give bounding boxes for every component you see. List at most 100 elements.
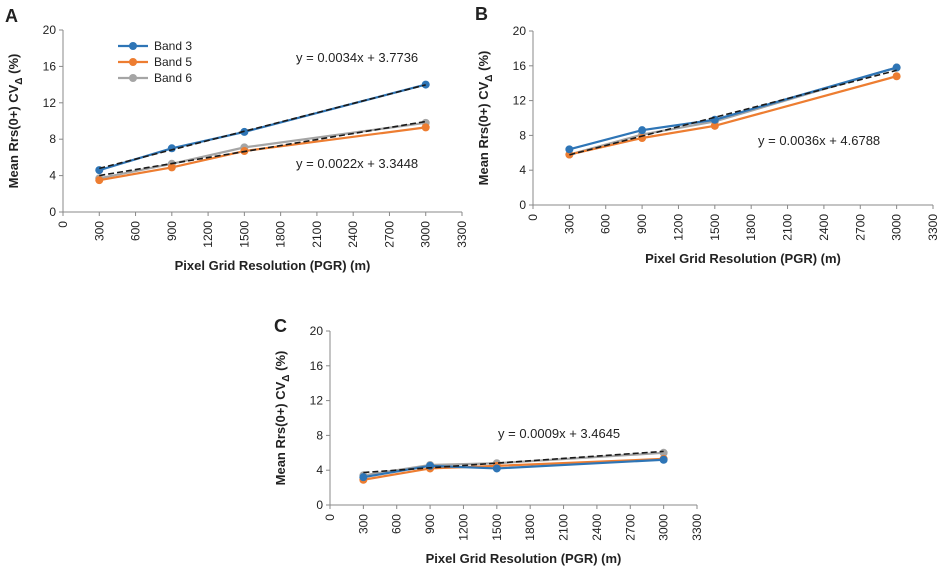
trendline-equation: y = 0.0036x + 4.6788 [758,133,880,148]
x-tick-label: 600 [129,221,143,241]
legend-label: Band 6 [154,71,192,85]
trendline [99,84,426,170]
data-point-band-5 [167,163,176,172]
y-tick-label: 4 [49,169,56,183]
panel-label-a: A [5,6,18,26]
data-point-band-5 [421,123,430,132]
y-tick-label: 4 [316,463,323,477]
y-axis-title-main: Mean Rrs(0+) CV [273,381,288,485]
data-point-band-3 [659,455,668,464]
x-tick-label: 3000 [419,221,433,248]
y-axis-title-unit: (%) [476,51,491,75]
trendline [99,120,426,177]
x-tick-label: 2700 [853,214,867,241]
x-tick-label: 600 [599,214,613,234]
x-tick-label: 900 [165,221,179,241]
data-point-band-3 [565,145,574,154]
y-tick-label: 16 [513,59,527,73]
panel-a: A 0 4 8 12 16 20 0 300 600 900 1200 1500 1800 2100 2400… [5,6,469,273]
x-tick-label: 1500 [708,214,722,241]
y-tick-label: 12 [310,394,324,408]
trendline [569,69,897,156]
x-tick-label: 1800 [744,214,758,241]
trendline-equation: y = 0.0009x + 3.4645 [498,426,620,441]
series-line-band-5 [99,126,426,182]
x-tick-label: 3000 [890,214,904,241]
data-point-band-3 [492,464,501,473]
x-tick-label: 1500 [237,221,251,248]
x-tick-label: 1800 [274,221,288,248]
x-tick-label: 1200 [456,514,470,541]
legend-swatch-marker [129,58,137,66]
y-tick-label: 12 [43,96,57,110]
panel-b: B 0 4 8 12 16 20 0 300 600 900 1200 1500 1800 2100 2400… [475,4,940,266]
x-tick-label: 3300 [690,514,704,541]
y-axis-title-unit: (%) [273,351,288,375]
y-tick-label: 20 [513,24,527,38]
x-tick-label: 2100 [310,221,324,248]
x-tick-label: 0 [56,221,70,228]
y-axis-title-unit: (%) [6,54,21,78]
data-point-band-5 [638,134,647,143]
y-axis-title: Mean Rrs(0+) CVΔ (%) [273,351,292,486]
y-tick-label: 4 [519,163,526,177]
y-tick-label: 20 [310,324,324,338]
y-axis-title-subscript: Δ [484,74,495,81]
trendline-equation: y = 0.0034x + 3.7736 [296,50,418,65]
y-tick-label: 16 [310,359,324,373]
series-line-band-6 [99,121,426,180]
x-tick-label: 0 [323,514,337,521]
x-tick-label: 0 [526,214,540,221]
data-point-band-3 [638,126,647,135]
legend-swatch-marker [129,42,137,50]
x-tick-label: 1500 [490,514,504,541]
x-tick-label: 2400 [590,514,604,541]
x-axis-title: Pixel Grid Resolution (PGR) (m) [426,551,622,566]
x-tick-label: 900 [423,514,437,534]
y-axis-title-subscript: Δ [281,374,292,381]
x-tick-label: 300 [562,214,576,234]
panel-label-c: C [274,316,287,336]
y-axis-title-main: Mean Rrs(0+) CV [476,81,491,185]
x-tick-label: 300 [92,221,106,241]
data-point-band-3 [892,63,901,72]
data-point-band-3 [421,80,430,89]
y-axis-title-main: Mean Rrs(0+) CV [6,84,21,188]
x-tick-label: 3000 [657,514,671,541]
series-line-band-3 [363,458,664,479]
x-tick-label: 2100 [557,514,571,541]
legend: Band 3 Band 5 Band 6 [118,39,192,85]
y-tick-label: 12 [513,94,527,108]
x-tick-label: 600 [390,514,404,534]
y-tick-label: 16 [43,59,57,73]
x-axis-title: Pixel Grid Resolution (PGR) (m) [175,258,371,273]
y-axis-title: Mean Rrs(0+) CVΔ (%) [476,51,495,186]
x-tick-label: 1200 [671,214,685,241]
x-tick-label: 2400 [817,214,831,241]
data-point-band-5 [892,72,901,81]
y-tick-label: 20 [43,23,57,37]
y-axis-title: Mean Rrs(0+) CVΔ (%) [6,54,25,189]
y-tick-label: 0 [519,198,526,212]
x-tick-label: 2700 [382,221,396,248]
y-tick-label: 8 [316,428,323,442]
x-tick-label: 1800 [523,514,537,541]
x-tick-label: 1200 [201,221,215,248]
trendline-equation: y = 0.0022x + 3.3448 [296,156,418,171]
legend-swatch-marker [129,74,137,82]
panel-label-b: B [475,4,488,24]
y-axis-title-subscript: Δ [14,77,25,84]
y-tick-label: 0 [49,205,56,219]
x-tick-label: 3300 [455,221,469,248]
y-tick-label: 8 [519,128,526,142]
x-tick-label: 300 [356,514,370,534]
x-tick-label: 2400 [346,221,360,248]
trendline [363,450,664,474]
panel-c: C 0 4 8 12 16 20 0 300 600 900 1200 1500 1800 2100 2400… [273,316,704,566]
x-tick-label: 2100 [781,214,795,241]
y-tick-label: 0 [316,498,323,512]
x-tick-label: 3300 [926,214,940,241]
legend-label: Band 5 [154,55,192,69]
data-point-band-5 [95,176,104,185]
